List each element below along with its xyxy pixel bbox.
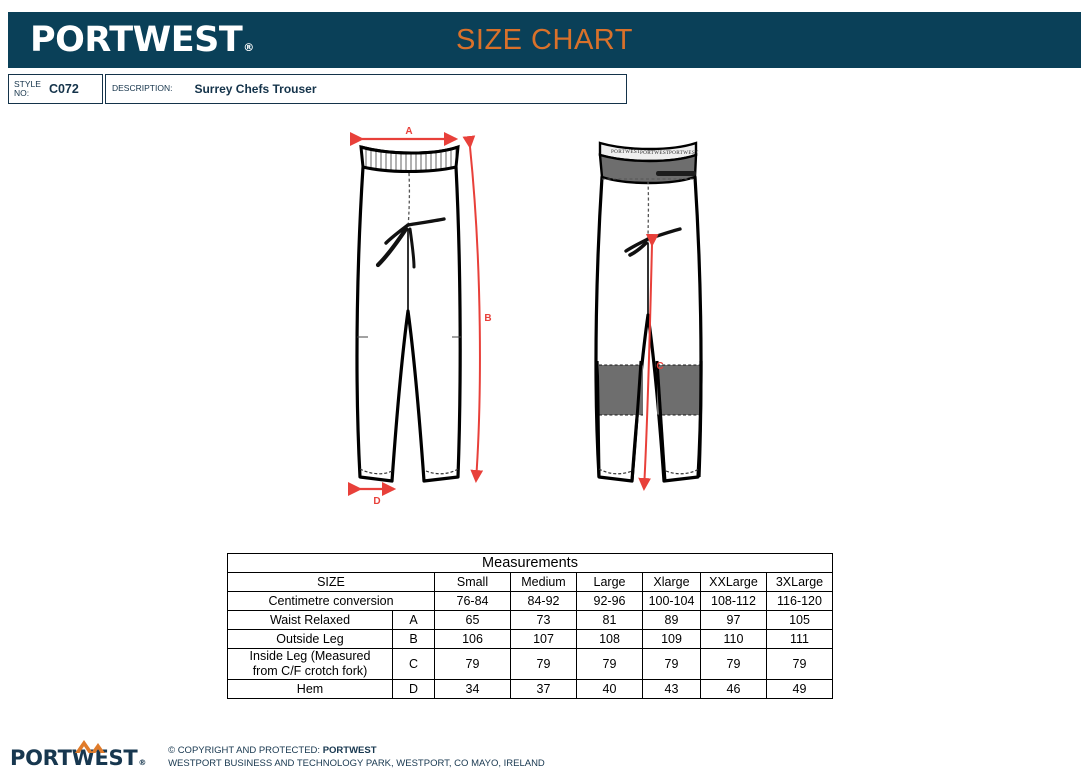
style-no-field: STYLE NO: C072 — [8, 74, 103, 104]
waistband-brand-text-1: PORTWEST — [611, 149, 641, 155]
measurements-table: Measurements SIZE Small Medium Large Xla… — [227, 553, 833, 699]
size-column-header: Large — [576, 572, 643, 592]
measurement-label: Inside Leg (Measured from C/F crotch for… — [227, 648, 393, 680]
measurement-value: 105 — [766, 610, 833, 630]
conversion-value: 92-96 — [576, 591, 643, 611]
dimension-label-c: C — [656, 361, 663, 372]
size-column-header: 3XLarge — [766, 572, 833, 592]
measurement-letter: A — [392, 610, 435, 630]
measurement-value: 73 — [510, 610, 577, 630]
measurement-value: 79 — [434, 648, 511, 680]
table-title: Measurements — [227, 553, 833, 573]
description-label: DESCRIPTION: — [112, 83, 173, 94]
registered-trademark-icon: ® — [243, 41, 254, 54]
conversion-label: Centimetre conversion — [227, 591, 435, 611]
copyright-prefix: © COPYRIGHT AND PROTECTED: — [168, 745, 323, 756]
measurement-value: 109 — [642, 629, 701, 649]
measurement-value: 106 — [434, 629, 511, 649]
measurement-label: Hem — [227, 679, 393, 699]
measurement-letter: B — [392, 629, 435, 649]
measurement-value: 49 — [766, 679, 833, 699]
table-conversion-row: Centimetre conversion 76-84 84-92 92-96 … — [227, 591, 833, 611]
page-footer: PORTWEST ® © COPYRIGHT AND PROTECTED: POR… — [10, 740, 545, 770]
measurement-letter: D — [392, 679, 435, 699]
waistband-brand-text-2: PORTWEST — [640, 150, 670, 156]
dimension-label-a: A — [405, 126, 412, 137]
measurement-value: 79 — [700, 648, 767, 680]
conversion-value: 100-104 — [642, 591, 701, 611]
measurement-letter: C — [392, 648, 435, 680]
knee-panel-right — [657, 365, 701, 415]
size-column-header: Medium — [510, 572, 577, 592]
dimension-label-d: D — [373, 496, 380, 507]
portwest-logo: PORTWEST ® — [30, 20, 254, 60]
copyright-brand: PORTWEST — [322, 745, 377, 756]
measurement-value: 34 — [434, 679, 511, 699]
measurement-label-line1: Inside Leg (Measured — [249, 649, 371, 663]
dimension-arrow-c — [638, 233, 659, 491]
measurement-value: 65 — [434, 610, 511, 630]
back-pocket — [656, 171, 696, 176]
dimension-label-b: B — [484, 313, 491, 324]
table-row: Inside Leg (Measured from C/F crotch for… — [227, 648, 833, 680]
measurement-value: 46 — [700, 679, 767, 699]
technical-drawings: A B D PORTWEST PORTWEST PORTWEST — [330, 125, 760, 515]
size-column-header: Small — [434, 572, 511, 592]
footer-copyright-line: © COPYRIGHT AND PROTECTED: PORTWEST — [168, 744, 545, 757]
table-row: Hem D 34 37 40 43 46 49 — [227, 679, 833, 699]
conversion-value: 76-84 — [434, 591, 511, 611]
measurement-value: 108 — [576, 629, 643, 649]
description-field: DESCRIPTION: Surrey Chefs Trouser — [105, 74, 627, 104]
page-title: SIZE CHART — [456, 23, 633, 56]
measurement-value: 79 — [510, 648, 577, 680]
footer-registered-trademark-icon: ® — [138, 758, 147, 767]
style-no-label: STYLE NO: — [14, 78, 41, 98]
size-header-label: SIZE — [227, 572, 435, 592]
footer-logo-text: PORTWEST — [10, 746, 138, 770]
style-no-value: C072 — [48, 82, 79, 96]
size-column-header: Xlarge — [642, 572, 701, 592]
waistband-brand-text-3: PORTWEST — [669, 150, 699, 156]
footer-portwest-logo: PORTWEST ® — [10, 740, 147, 770]
measurement-value: 43 — [642, 679, 701, 699]
front-trouser-illustration: A B D — [347, 126, 492, 507]
description-value: Surrey Chefs Trouser — [194, 82, 317, 96]
measurement-value: 107 — [510, 629, 577, 649]
conversion-value: 108-112 — [700, 591, 767, 611]
measurement-value: 79 — [576, 648, 643, 680]
measurement-label-line2: from C/F crotch fork) — [252, 664, 368, 678]
portwest-logo-text: PORTWEST — [30, 20, 243, 60]
footer-copyright: © COPYRIGHT AND PROTECTED: PORTWEST WEST… — [168, 744, 545, 770]
measurement-value: 81 — [576, 610, 643, 630]
measurement-value: 40 — [576, 679, 643, 699]
measurement-label: Waist Relaxed — [227, 610, 393, 630]
measurement-value: 89 — [642, 610, 701, 630]
measurement-value: 111 — [766, 629, 833, 649]
style-description-bar: STYLE NO: C072 DESCRIPTION: Surrey Chefs… — [8, 74, 627, 104]
measurements-table-container: Measurements SIZE Small Medium Large Xla… — [227, 553, 833, 699]
size-column-header: XXLarge — [700, 572, 767, 592]
footer-address: WESTPORT BUSINESS AND TECHNOLOGY PARK, W… — [168, 758, 545, 769]
measurement-value: 110 — [700, 629, 767, 649]
table-row: Waist Relaxed A 65 73 81 89 97 105 — [227, 610, 833, 630]
table-row: Outside Leg B 106 107 108 109 110 111 — [227, 629, 833, 649]
back-trouser-illustration: PORTWEST PORTWEST PORTWEST — [594, 141, 703, 491]
measurement-label: Outside Leg — [227, 629, 393, 649]
dimension-arrow-b — [462, 135, 484, 483]
drawstring-detail — [375, 217, 446, 269]
table-size-header-row: SIZE Small Medium Large Xlarge XXLarge 3… — [227, 572, 833, 592]
table-title-row: Measurements — [227, 553, 833, 573]
measurement-value: 97 — [700, 610, 767, 630]
measurement-value: 37 — [510, 679, 577, 699]
knee-panel-left — [599, 365, 643, 415]
conversion-value: 84-92 — [510, 591, 577, 611]
conversion-value: 116-120 — [766, 591, 833, 611]
chevron-icon — [73, 735, 107, 759]
measurement-value: 79 — [642, 648, 701, 680]
page-header: PORTWEST ® SIZE CHART — [8, 12, 1081, 68]
measurement-value: 79 — [766, 648, 833, 680]
